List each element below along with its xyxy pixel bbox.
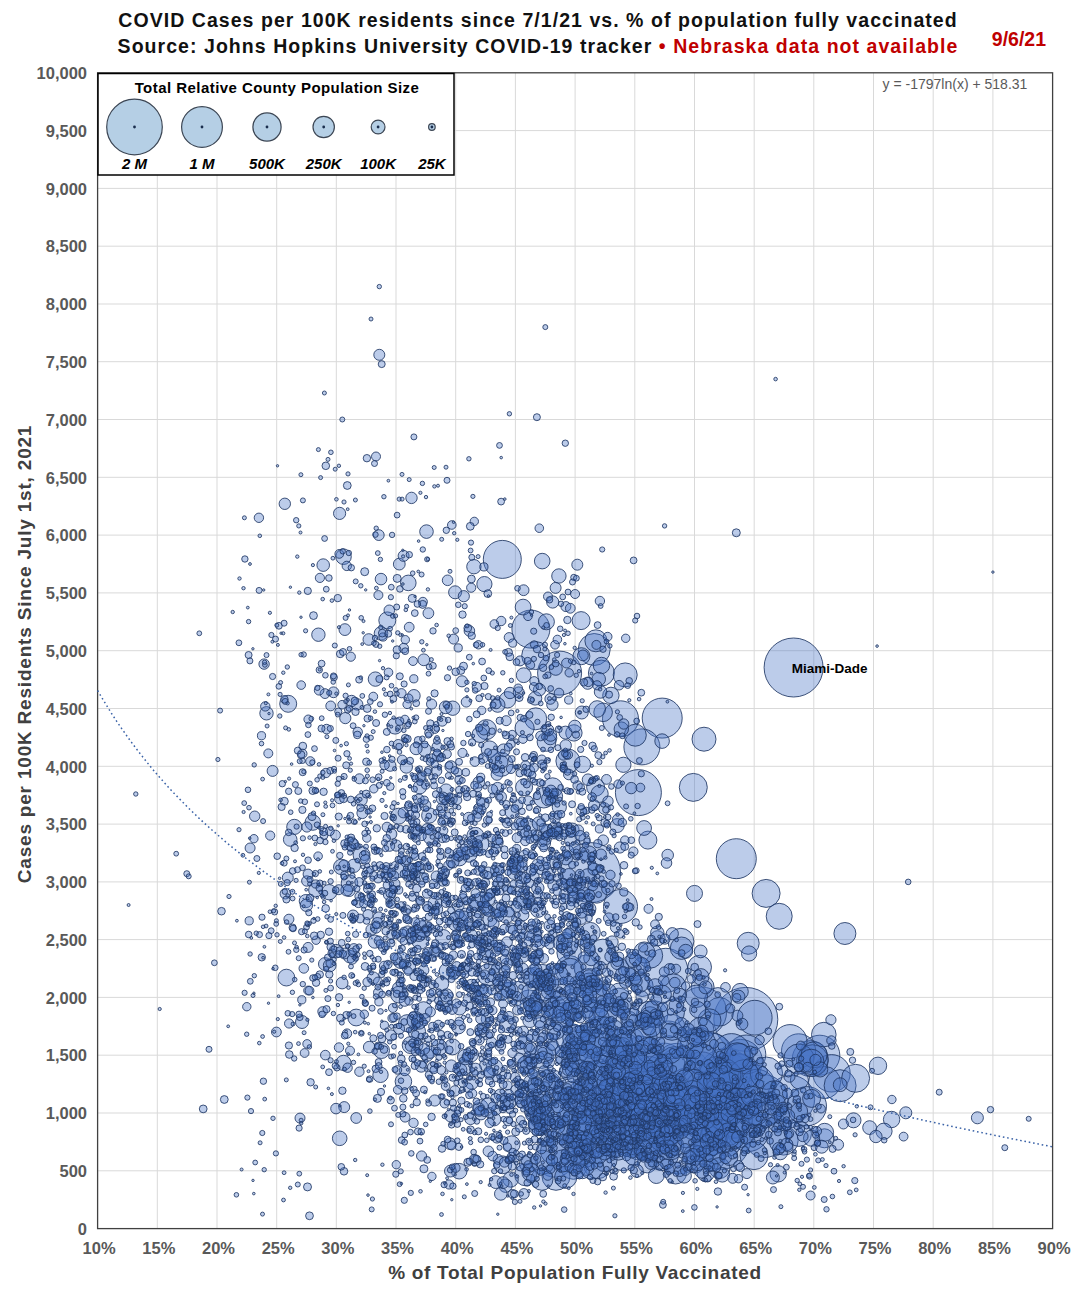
svg-text:% of Total Population Fully Va: % of Total Population Fully Vaccinated [388,1262,762,1283]
svg-text:Source: Johns Hopkins Universi: Source: Johns Hopkins University COVID-1… [118,35,959,57]
svg-text:10%: 10% [83,1239,116,1257]
svg-text:7,500: 7,500 [46,353,87,371]
svg-text:80%: 80% [918,1239,951,1257]
svg-text:500: 500 [59,1162,87,1180]
svg-text:55%: 55% [620,1239,653,1257]
svg-text:COVID Cases per 100K residents: COVID Cases per 100K residents since 7/1… [118,9,957,31]
svg-text:3,000: 3,000 [46,873,87,891]
svg-text:250K: 250K [305,155,343,172]
svg-text:65%: 65% [739,1239,772,1257]
svg-text:25%: 25% [262,1239,295,1257]
svg-text:30%: 30% [321,1239,354,1257]
svg-text:100K: 100K [360,155,397,172]
svg-text:60%: 60% [679,1239,712,1257]
svg-text:90%: 90% [1038,1239,1071,1257]
svg-text:6,500: 6,500 [46,469,87,487]
svg-text:5,000: 5,000 [46,642,87,660]
svg-text:8,500: 8,500 [46,237,87,255]
svg-text:9,500: 9,500 [46,122,87,140]
svg-text:70%: 70% [799,1239,832,1257]
svg-text:2 M: 2 M [121,155,148,172]
svg-text:9,000: 9,000 [46,180,87,198]
svg-text:9/6/21: 9/6/21 [992,28,1046,50]
svg-text:5,500: 5,500 [46,584,87,602]
svg-text:1,500: 1,500 [46,1046,87,1064]
svg-text:35%: 35% [381,1239,414,1257]
svg-text:4,000: 4,000 [46,758,87,776]
svg-text:3,500: 3,500 [46,815,87,833]
svg-text:2,000: 2,000 [46,989,87,1007]
svg-text:0: 0 [78,1220,87,1238]
svg-text:4,500: 4,500 [46,700,87,718]
svg-text:Total Relative County Populati: Total Relative County Population Size [135,79,420,96]
svg-text:2,500: 2,500 [46,931,87,949]
svg-text:45%: 45% [500,1239,533,1257]
svg-text:50%: 50% [560,1239,593,1257]
svg-text:1,000: 1,000 [46,1104,87,1122]
svg-text:25K: 25K [417,155,447,172]
svg-text:y = -1797ln(x) + 518.31: y = -1797ln(x) + 518.31 [883,76,1028,92]
svg-text:40%: 40% [441,1239,474,1257]
svg-text:15%: 15% [142,1239,175,1257]
svg-text:75%: 75% [858,1239,891,1257]
svg-text:Cases per 100K Residents Since: Cases per 100K Residents Since July 1st,… [14,425,35,883]
svg-text:6,000: 6,000 [46,526,87,544]
svg-text:500K: 500K [249,155,286,172]
svg-text:20%: 20% [202,1239,235,1257]
svg-text:1 M: 1 M [189,155,215,172]
svg-text:8,000: 8,000 [46,295,87,313]
svg-text:Miami-Dade: Miami-Dade [792,661,868,676]
svg-text:7,000: 7,000 [46,411,87,429]
svg-text:10,000: 10,000 [37,64,87,82]
svg-text:85%: 85% [978,1239,1011,1257]
